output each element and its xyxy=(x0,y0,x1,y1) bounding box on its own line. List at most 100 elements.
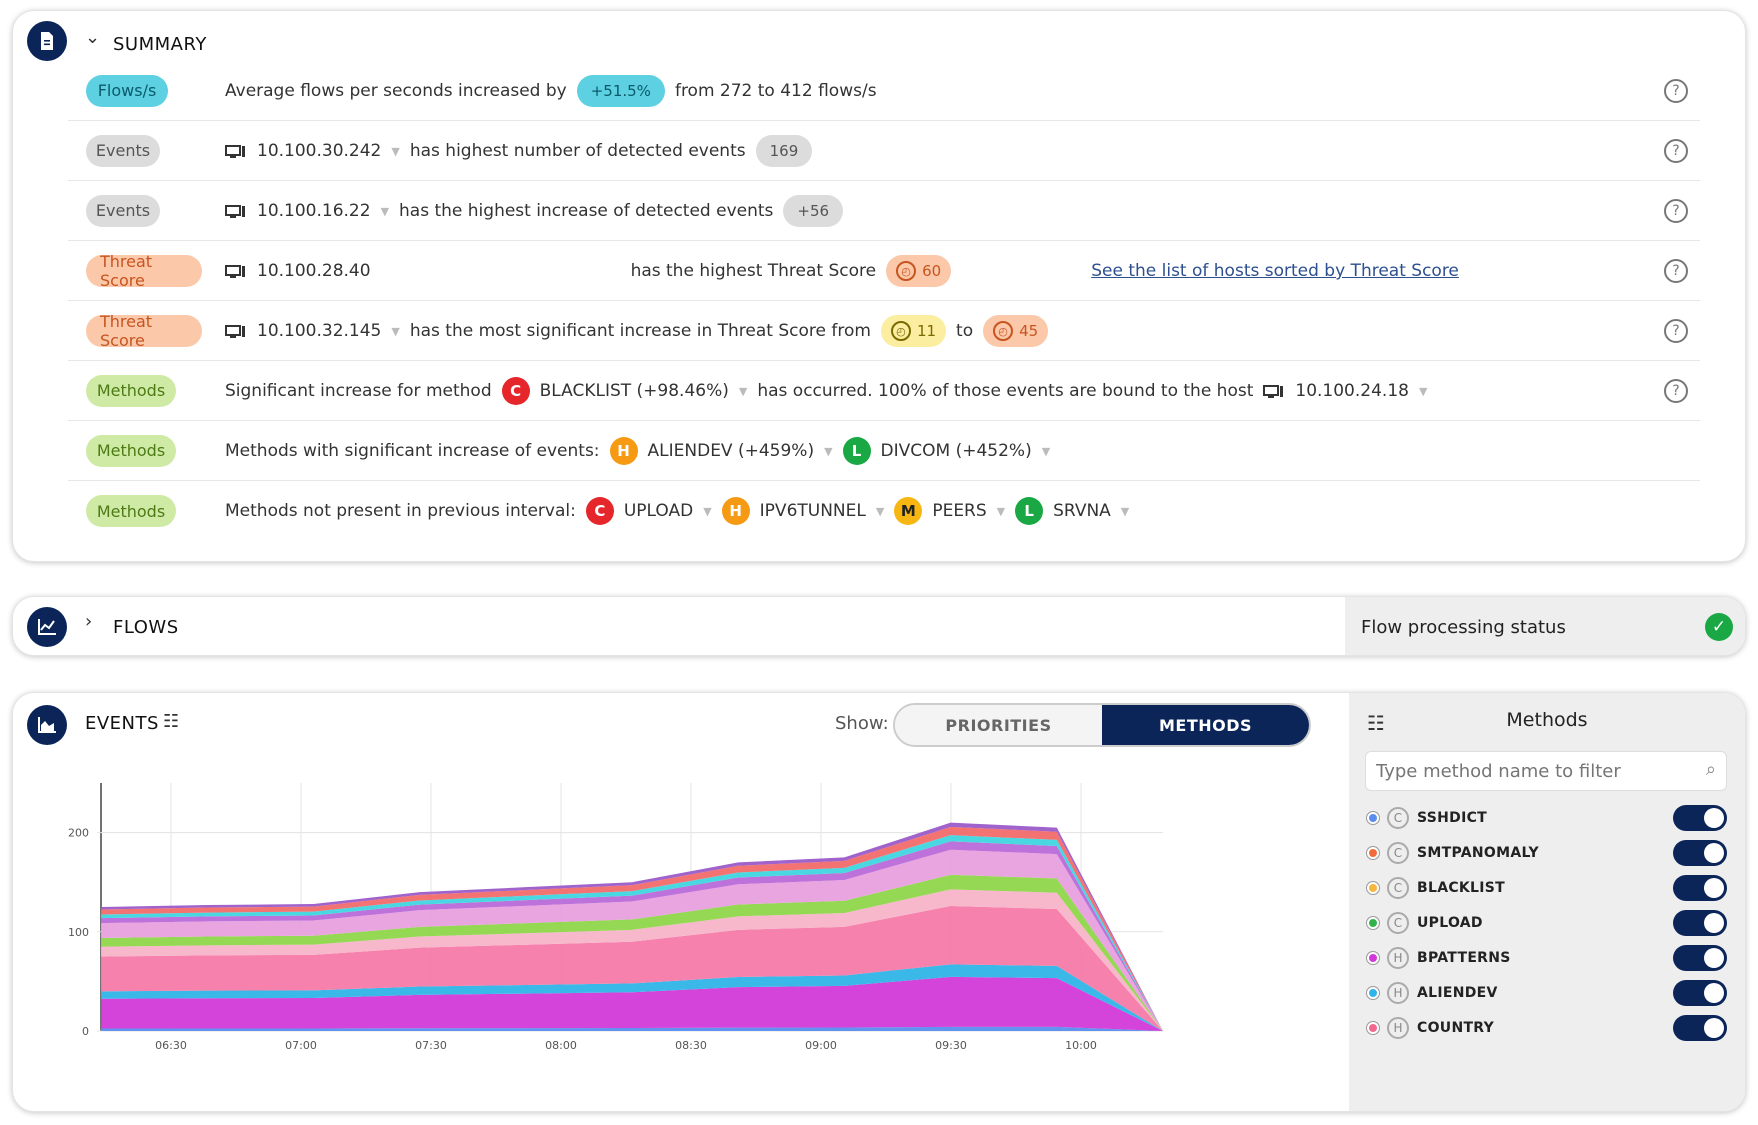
filter-sliders-icon[interactable]: ☷ xyxy=(1367,711,1385,735)
threat-score-link[interactable]: See the list of hosts sorted by Threat S… xyxy=(1091,261,1459,281)
methods-toggle[interactable]: METHODS xyxy=(1102,705,1309,745)
area-chart-icon xyxy=(27,705,67,745)
row-text: Methods with significant increase of eve… xyxy=(225,441,600,461)
row-text: Average flows per seconds increased by xyxy=(225,81,567,101)
count-pill: +56 xyxy=(783,195,844,227)
method-filter-input[interactable] xyxy=(1376,760,1686,782)
method-toggle-switch[interactable] xyxy=(1673,875,1727,901)
area-series-band xyxy=(101,849,1163,1031)
caret-icon[interactable]: ▼ xyxy=(824,444,833,458)
caret-icon[interactable]: ▼ xyxy=(996,504,1006,518)
caret-icon[interactable]: ▼ xyxy=(380,204,390,218)
host-ip[interactable]: 10.100.24.18 xyxy=(1295,381,1409,401)
flows-title: FLOWS xyxy=(113,617,179,638)
method-color-dot xyxy=(1367,882,1379,894)
document-icon xyxy=(27,21,67,61)
method-toggle-switch[interactable] xyxy=(1673,945,1727,971)
y-tick-label: 200 xyxy=(68,827,89,840)
help-icon[interactable]: ? xyxy=(1664,199,1688,223)
search-icon[interactable]: ⌕ xyxy=(1705,759,1716,780)
method-category-icon: H xyxy=(1387,947,1409,969)
flow-processing-status: Flow processing status ✓ xyxy=(1345,597,1745,655)
caret-icon[interactable]: ▼ xyxy=(1418,384,1428,398)
help-icon[interactable]: ? xyxy=(1664,379,1688,403)
caret-icon[interactable]: ▼ xyxy=(391,144,400,158)
host-icon xyxy=(1263,383,1285,399)
threat-score-from-pill: ◴ 11 xyxy=(880,315,947,347)
caret-icon[interactable]: ▼ xyxy=(391,324,400,338)
host-ip[interactable]: 10.100.30.242 xyxy=(257,141,382,161)
x-tick-label: 09:30 xyxy=(935,1039,967,1052)
row-text: has the highest Threat Score xyxy=(630,261,877,281)
threat-score-pill: ◴ 60 xyxy=(886,255,952,287)
method-color-dot xyxy=(1367,812,1379,824)
help-icon[interactable]: ? xyxy=(1664,139,1688,163)
method-list-item: H COUNTRY xyxy=(1367,1013,1727,1043)
method-list-item: C SSHDICT xyxy=(1367,803,1727,833)
tag-methods: Methods xyxy=(86,434,176,467)
host-icon xyxy=(225,143,247,159)
method-category-badge: H xyxy=(721,497,750,525)
caret-icon[interactable]: ▼ xyxy=(738,384,748,398)
row-text: Significant increase for method xyxy=(225,381,492,401)
events-stacked-area-chart: 0 100 200 06:30 07:00 07:30 08:00 08:30 09:00 09:… xyxy=(68,783,1163,1052)
method-toggle-switch[interactable] xyxy=(1673,1015,1727,1041)
tag-events: Events xyxy=(86,134,160,167)
methods-sidebar: ☷ Methods ⌕ C SSHDICT C SMTPANOMALY C BLACKLI… xyxy=(1349,693,1745,1111)
method-name[interactable]: ALIENDEV (+459%) xyxy=(647,441,815,461)
method-toggle-switch[interactable] xyxy=(1673,980,1727,1006)
row-text: has the most significant increase in Thr… xyxy=(409,321,871,341)
gauge-icon: ◴ xyxy=(890,321,911,341)
methods-sidebar-title: Methods xyxy=(1506,709,1588,731)
caret-icon[interactable]: ▼ xyxy=(1120,504,1130,518)
summary-row: Threat Score 10.100.28.40 has the highes… xyxy=(68,241,1700,301)
chevron-right-icon[interactable]: › xyxy=(85,611,93,632)
caret-icon[interactable]: ▼ xyxy=(1041,444,1051,458)
settings-sliders-icon[interactable]: ☷ xyxy=(163,711,180,732)
method-toggle-switch[interactable] xyxy=(1673,805,1727,831)
help-icon[interactable]: ? xyxy=(1664,79,1688,103)
caret-icon[interactable]: ▼ xyxy=(875,504,885,518)
summary-panel: ⌄ SUMMARY Flows/s Average flows per seco… xyxy=(12,10,1746,562)
method-toggle-switch[interactable] xyxy=(1673,840,1727,866)
method-name[interactable]: BLACKLIST (+98.46%) xyxy=(539,381,729,401)
summary-row: Methods Methods with significant increas… xyxy=(68,421,1700,481)
method-toggle-switch[interactable] xyxy=(1673,910,1727,936)
threat-score-to-pill: ◴ 45 xyxy=(983,315,1049,347)
method-category-badge: L xyxy=(842,437,871,465)
method-name: ALIENDEV xyxy=(1417,985,1498,1001)
host-ip[interactable]: 10.100.16.22 xyxy=(257,201,371,221)
summary-row: Methods Significant increase for method … xyxy=(68,361,1700,421)
method-category-badge: L xyxy=(1015,497,1044,525)
method-name[interactable]: PEERS xyxy=(932,501,987,521)
flows-panel: › FLOWS Flow processing status ✓ xyxy=(12,596,1746,656)
row-text: has the highest increase of detected eve… xyxy=(399,201,774,221)
chevron-down-icon[interactable]: ⌄ xyxy=(85,27,101,48)
host-icon xyxy=(225,203,247,219)
method-name[interactable]: IPV6TUNNEL xyxy=(759,501,866,521)
priorities-toggle[interactable]: PRIORITIES xyxy=(895,705,1102,745)
x-tick-label: 08:00 xyxy=(545,1039,577,1052)
events-title: EVENTS xyxy=(85,713,159,734)
percent-pill: +51.5% xyxy=(576,75,665,107)
x-tick-label: 06:30 xyxy=(155,1039,187,1052)
x-tick-label: 10:00 xyxy=(1065,1039,1097,1052)
y-tick-label: 100 xyxy=(68,926,89,939)
tag-methods: Methods xyxy=(86,495,176,527)
host-icon xyxy=(225,263,247,279)
method-name[interactable]: SRVNA xyxy=(1053,501,1111,521)
area-series-band xyxy=(101,889,1163,1031)
method-list-item: H BPATTERNS xyxy=(1367,943,1727,973)
x-tick-label: 07:30 xyxy=(415,1039,447,1052)
method-name[interactable]: UPLOAD xyxy=(623,501,694,521)
area-series-band xyxy=(101,1026,1163,1031)
method-name[interactable]: DIVCOM (+452%) xyxy=(880,441,1032,461)
help-icon[interactable]: ? xyxy=(1664,259,1688,283)
events-panel: EVENTS ☷ Show: PRIORITIES METHODS 0 100 20… xyxy=(12,692,1746,1112)
help-icon[interactable]: ? xyxy=(1664,319,1688,343)
caret-icon[interactable]: ▼ xyxy=(703,504,712,518)
host-ip[interactable]: 10.100.32.145 xyxy=(257,321,382,341)
method-color-dot xyxy=(1367,917,1379,929)
line-chart-icon xyxy=(27,607,67,647)
host-ip[interactable]: 10.100.28.40 xyxy=(257,261,371,281)
